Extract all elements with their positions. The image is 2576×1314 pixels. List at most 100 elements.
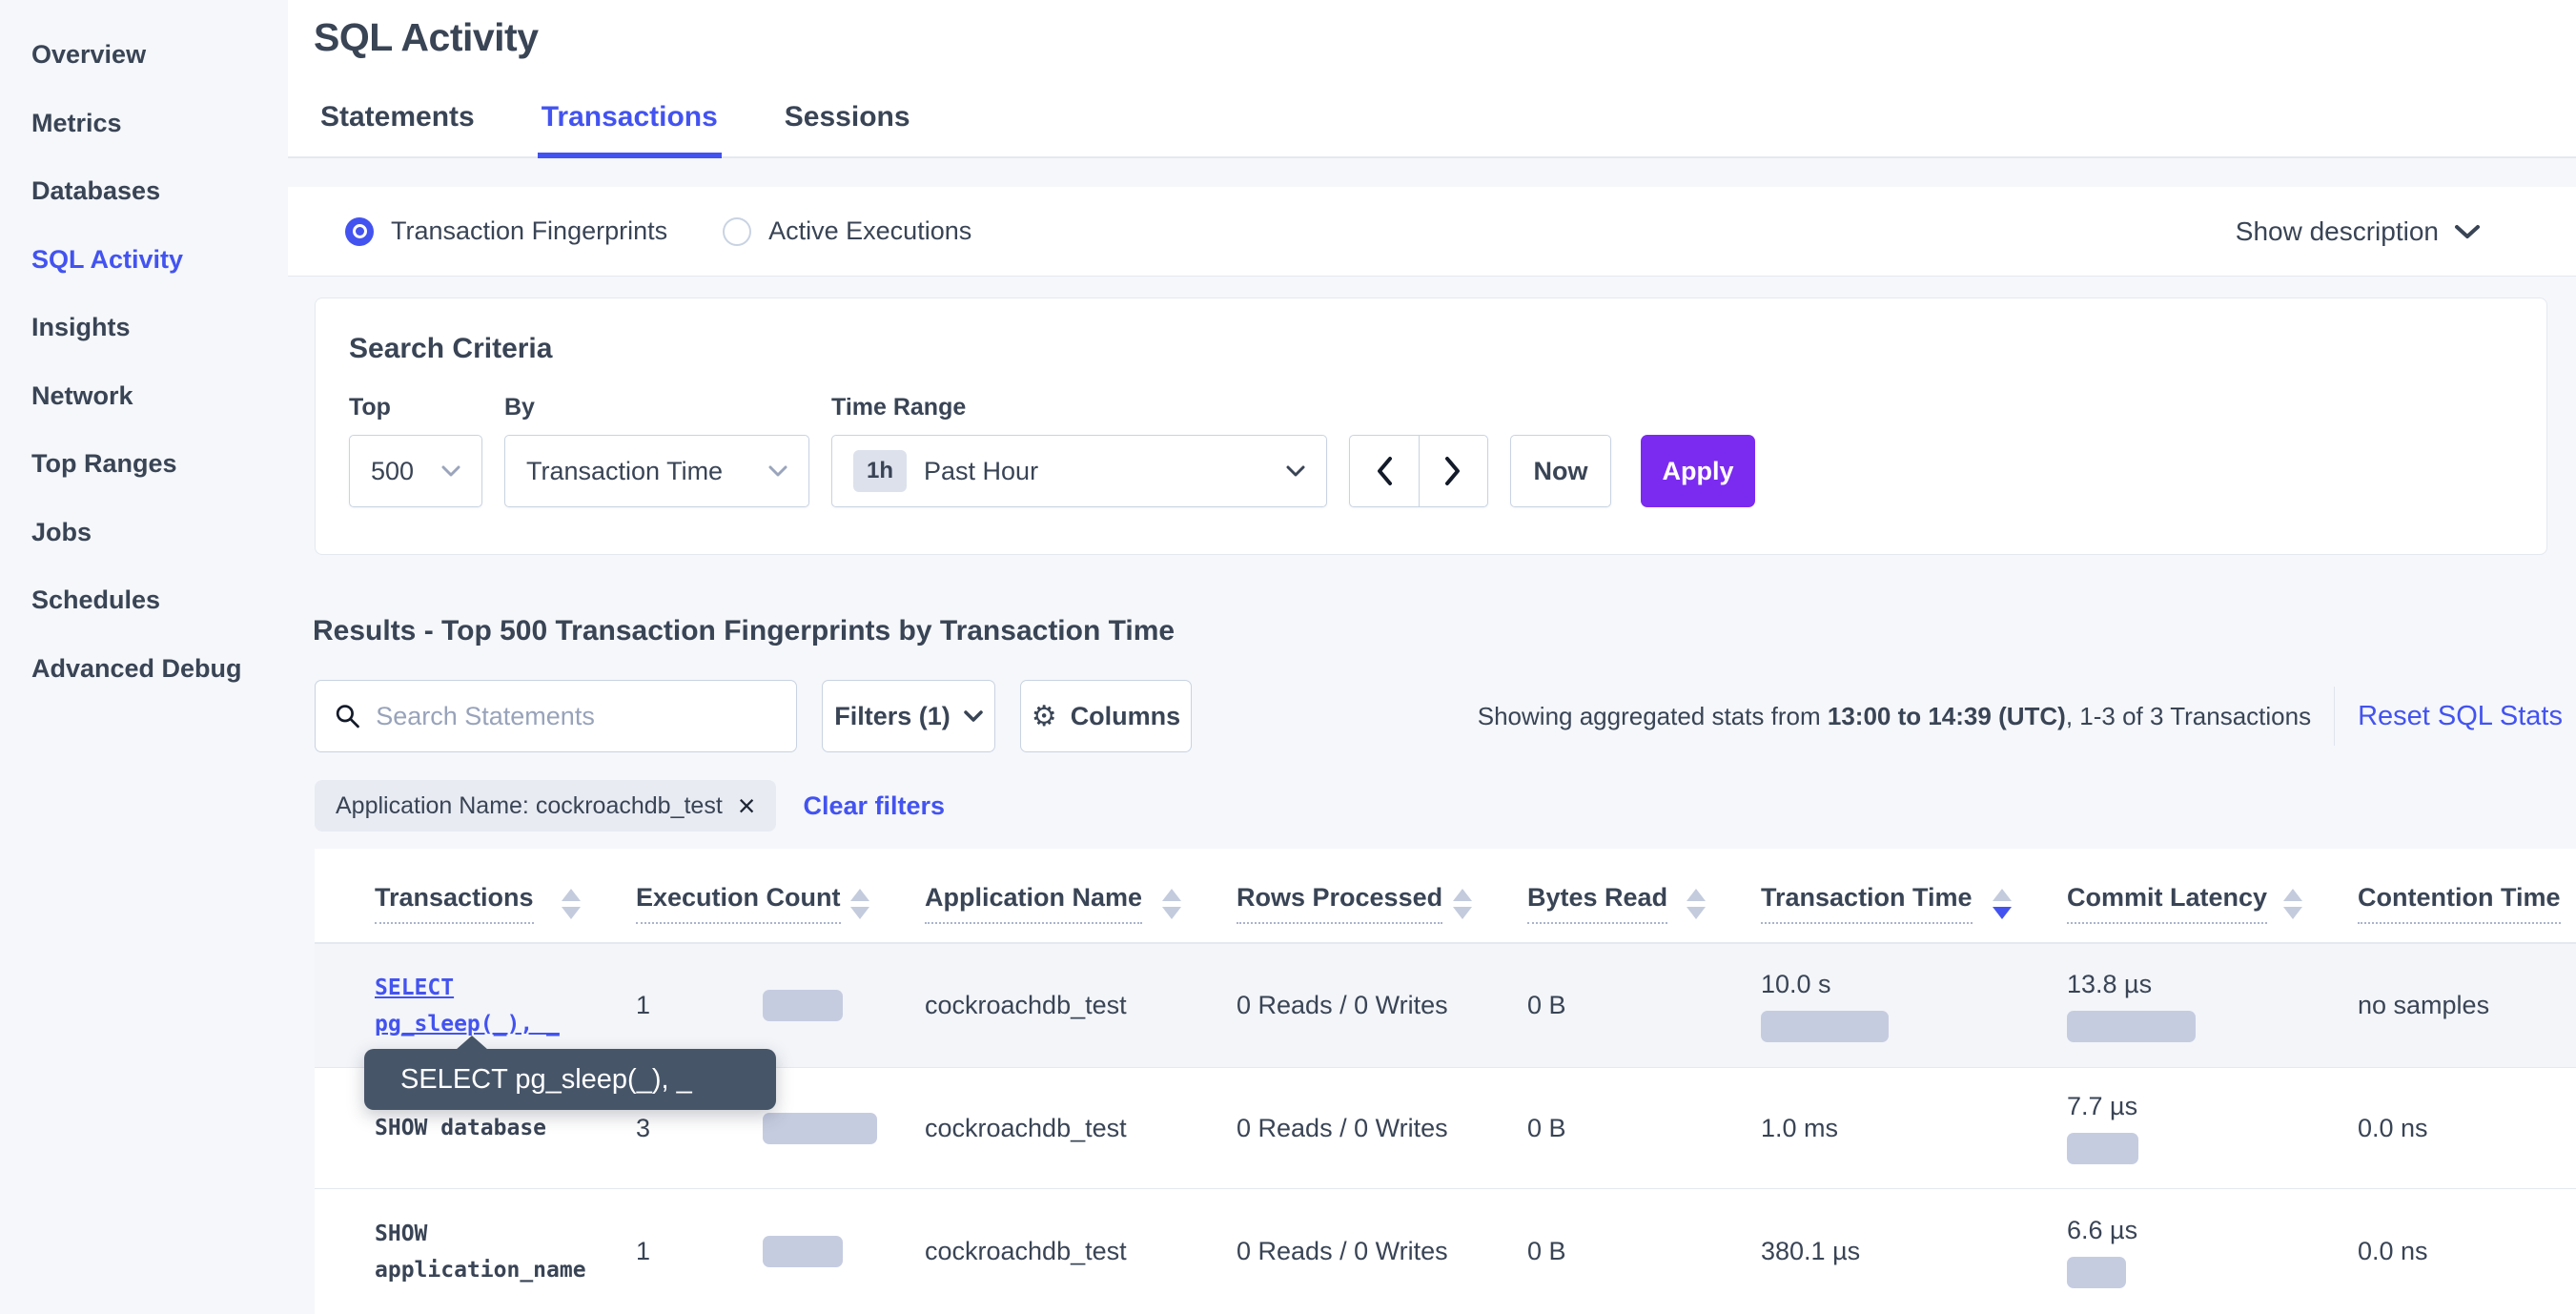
commit-latency-value: 13.8 µs xyxy=(2067,969,2153,998)
reset-sql-stats-link[interactable]: Reset SQL Stats xyxy=(2358,700,2563,731)
cell-application-name: cockroachdb_test xyxy=(925,991,1127,1019)
by-field: By Transaction Time xyxy=(504,394,809,507)
cell-commit-latency: 13.8 µs xyxy=(2067,944,2358,1067)
column-header-transaction-time: Transaction Time xyxy=(1761,849,2067,942)
apply-button[interactable]: Apply xyxy=(1641,435,1755,507)
sidebar: Overview Metrics Databases SQL Activity Insi… xyxy=(0,0,288,1314)
clear-filters-link[interactable]: Clear filters xyxy=(803,790,946,820)
column-header-application-name: Application Name xyxy=(925,849,1237,942)
execution-count-value: 1 xyxy=(636,1237,651,1265)
tab-sessions[interactable]: Sessions xyxy=(784,101,910,133)
execution-count-bar xyxy=(763,1236,843,1267)
column-header-rows-processed: Rows Processed xyxy=(1237,849,1527,942)
cell-execution-count: 1 xyxy=(636,1189,925,1314)
execution-count-bar xyxy=(763,990,843,1021)
by-select[interactable]: Transaction Time xyxy=(504,435,809,507)
sort-down-icon xyxy=(1162,907,1181,919)
commit-latency-bar xyxy=(2067,1256,2126,1288)
sidebar-item-insights[interactable]: Insights xyxy=(31,313,131,342)
table-row: SELECT pg_sleep(_), _ 1 cockroachdb_test 0 R… xyxy=(315,944,2576,1068)
aggregated-stats-text: Showing aggregated stats from 13:00 to 1… xyxy=(1477,701,2312,730)
filters-label: Filters (1) xyxy=(834,701,951,730)
columns-button[interactable]: ⚙ Columns xyxy=(1020,680,1192,752)
now-button[interactable]: Now xyxy=(1510,435,1611,507)
tab-transactions[interactable]: Transactions xyxy=(537,101,722,158)
view-toggle-band: Transaction Fingerprints Active Executio… xyxy=(288,187,2576,277)
cell-bytes-read: 0 B xyxy=(1527,1237,1566,1265)
cell-transaction-time: 380.1 µs xyxy=(1761,1189,2067,1314)
main-content: SQL Activity Statements Transactions Sessi… xyxy=(288,0,2576,1314)
commit-latency-value: 6.6 µs xyxy=(2067,1215,2138,1244)
tooltip-text: SELECT pg_sleep(_), _ xyxy=(400,1063,692,1095)
time-range-label: Time Range xyxy=(831,394,967,421)
sort-toggle-icon[interactable] xyxy=(850,889,869,919)
sort-down-icon xyxy=(850,907,869,919)
sidebar-item-overview[interactable]: Overview xyxy=(31,40,147,70)
sidebar-item-sql-activity[interactable]: SQL Activity xyxy=(31,244,184,274)
table-row: SHOW database 3 cockroachdb_test 0 Reads / … xyxy=(315,1068,2576,1189)
sidebar-item-metrics[interactable]: Metrics xyxy=(31,108,122,137)
sidebar-item-databases[interactable]: Databases xyxy=(31,176,161,206)
show-description-label: Show description xyxy=(2235,216,2439,246)
by-label: By xyxy=(504,394,535,421)
sort-toggle-icon[interactable] xyxy=(1687,889,1706,919)
view-toggle-group: Transaction Fingerprints Active Executio… xyxy=(345,216,971,246)
transaction-time-bar xyxy=(1761,1010,1889,1042)
column-header-label[interactable]: Rows Processed xyxy=(1237,883,1443,924)
radio-label: Active Executions xyxy=(768,216,972,245)
radio-selected-icon[interactable] xyxy=(345,216,374,246)
sort-toggle-icon[interactable] xyxy=(562,889,581,919)
top-label: Top xyxy=(349,394,391,421)
column-header-label[interactable]: Commit Latency xyxy=(2067,883,2268,924)
column-header-label[interactable]: Transaction Time xyxy=(1761,883,1973,924)
radio-transaction-fingerprints[interactable]: Transaction Fingerprints xyxy=(345,216,667,246)
sort-toggle-icon[interactable] xyxy=(1162,889,1181,919)
radio-unselected-icon[interactable] xyxy=(723,216,752,246)
results-heading: Results - Top 500 Transaction Fingerprin… xyxy=(313,615,1176,647)
sidebar-item-schedules[interactable]: Schedules xyxy=(31,585,161,615)
search-input[interactable] xyxy=(376,701,777,731)
cell-transaction: SHOW database xyxy=(375,1068,636,1188)
top-select[interactable]: 500 xyxy=(349,435,482,507)
radio-active-executions[interactable]: Active Executions xyxy=(723,216,971,246)
search-criteria-controls: Top 500 By Transaction Time Time Range xyxy=(349,394,2546,507)
sort-down-icon xyxy=(562,907,581,919)
column-header-label[interactable]: Execution Count xyxy=(636,883,841,924)
sort-toggle-icon[interactable] xyxy=(1453,889,1472,919)
sort-up-icon xyxy=(562,889,581,901)
sidebar-item-advanced-debug[interactable]: Advanced Debug xyxy=(31,653,242,683)
column-header-label[interactable]: Bytes Read xyxy=(1527,883,1668,924)
column-header-execution-count: Execution Count xyxy=(636,849,925,942)
time-range-badge: 1h xyxy=(853,450,908,492)
time-range-pager xyxy=(1349,435,1488,507)
show-description-toggle[interactable]: Show description xyxy=(2236,216,2481,247)
next-time-range-button[interactable] xyxy=(1420,436,1488,506)
sidebar-item-top-ranges[interactable]: Top Ranges xyxy=(31,449,177,479)
time-range-select[interactable]: 1h Past Hour xyxy=(831,435,1327,507)
remove-filter-icon[interactable]: × xyxy=(737,789,756,823)
sidebar-item-jobs[interactable]: Jobs xyxy=(31,517,92,546)
cell-application-name: cockroachdb_test xyxy=(925,1237,1127,1265)
divider xyxy=(2334,687,2336,746)
filter-chip-label: Application Name: cockroachdb_test xyxy=(336,791,723,819)
previous-time-range-button[interactable] xyxy=(1350,436,1420,506)
transaction-fingerprint-link[interactable]: SELECT pg_sleep(_), _ xyxy=(375,975,560,1037)
tooltip-caret-icon xyxy=(456,1036,488,1050)
cell-rows-processed: 0 Reads / 0 Writes xyxy=(1237,1237,1448,1265)
top-value: 500 xyxy=(371,456,415,485)
filters-button[interactable]: Filters (1) xyxy=(822,680,995,752)
page-title: SQL Activity xyxy=(314,15,539,59)
column-header-label[interactable]: Application Name xyxy=(925,883,1143,924)
column-header-label[interactable]: Contention Time xyxy=(2358,883,2561,924)
cell-contention-time: 0.0 ns xyxy=(2358,1113,2428,1142)
tab-statements[interactable]: Statements xyxy=(320,101,475,133)
search-statements-box[interactable] xyxy=(315,680,797,752)
sidebar-item-network[interactable]: Network xyxy=(31,380,133,410)
cell-application-name: cockroachdb_test xyxy=(925,1113,1127,1142)
column-header-label[interactable]: Transactions xyxy=(375,883,534,924)
filter-chip-application-name[interactable]: Application Name: cockroachdb_test × xyxy=(315,780,777,832)
active-filters-row: Application Name: cockroachdb_test × Cle… xyxy=(315,780,945,832)
sort-toggle-icon[interactable] xyxy=(2283,889,2302,919)
sort-toggle-icon[interactable] xyxy=(1993,889,2012,919)
column-header-bytes-read: Bytes Read xyxy=(1527,849,1761,942)
